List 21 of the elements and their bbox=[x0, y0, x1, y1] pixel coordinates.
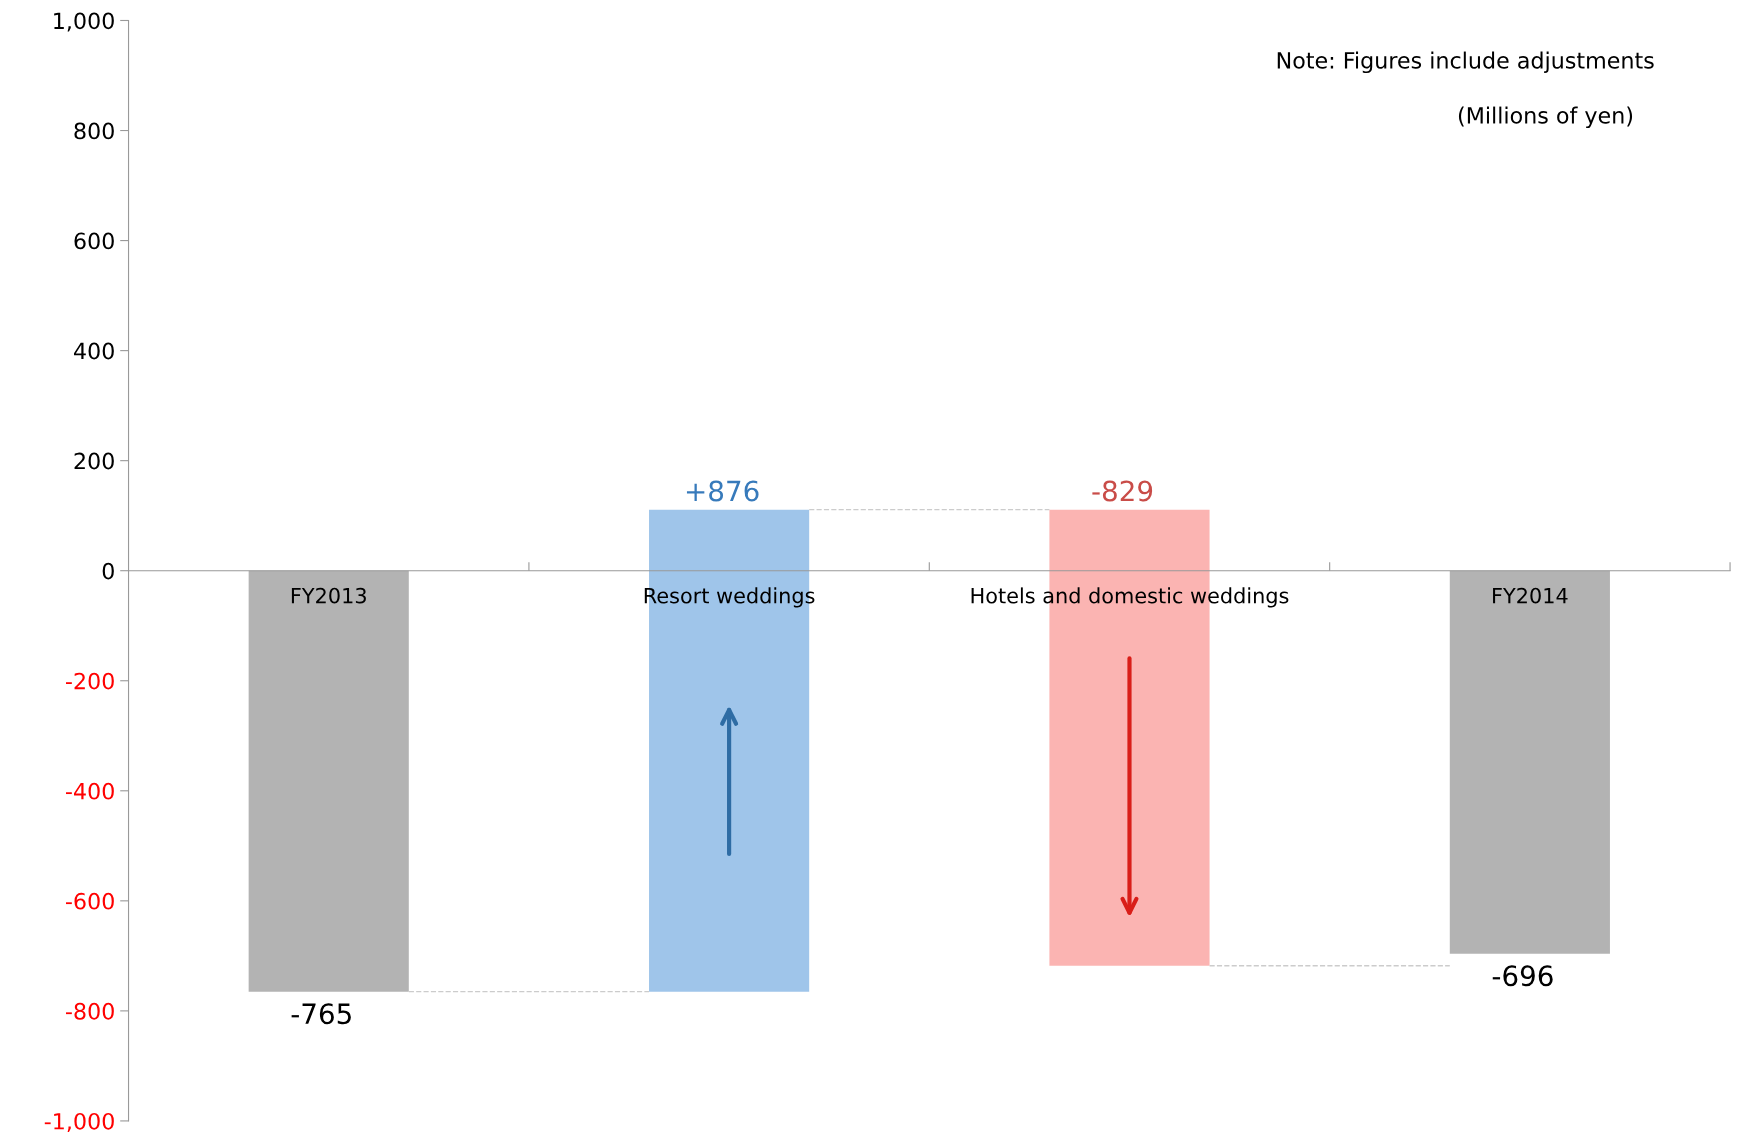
y-tick-label: 1,000 bbox=[54, 12, 114, 32]
data-label: -696 bbox=[1492, 965, 1553, 987]
y-tick-label: 400 bbox=[74, 342, 114, 360]
y-tick-label: 200 bbox=[74, 452, 114, 470]
data-label: -829 bbox=[1092, 480, 1153, 502]
annotation: (Millions of yen) bbox=[1458, 106, 1633, 129]
x-tick-label: FY2014 bbox=[1493, 587, 1568, 604]
data-label: +876 bbox=[686, 480, 759, 502]
y-tick-label: 800 bbox=[74, 122, 114, 140]
y-tick-label: -600 bbox=[66, 892, 114, 910]
x-tick-label: Hotels and domestic weddings bbox=[971, 587, 1289, 608]
y-tick-label: 0 bbox=[102, 562, 114, 580]
y-tick-label: -800 bbox=[66, 1002, 114, 1020]
x-tick-label: FY2013 bbox=[291, 587, 366, 604]
data-label: -765 bbox=[291, 1003, 351, 1025]
y-tick-label: -200 bbox=[66, 672, 114, 690]
x-tick-label: Resort weddings bbox=[644, 587, 815, 608]
y-tick-label: -400 bbox=[66, 782, 114, 800]
annotation: Note: Figures include adjustments bbox=[1277, 51, 1654, 74]
y-tick-label: -1,000 bbox=[44, 1112, 114, 1132]
y-tick-label: 600 bbox=[74, 232, 114, 250]
